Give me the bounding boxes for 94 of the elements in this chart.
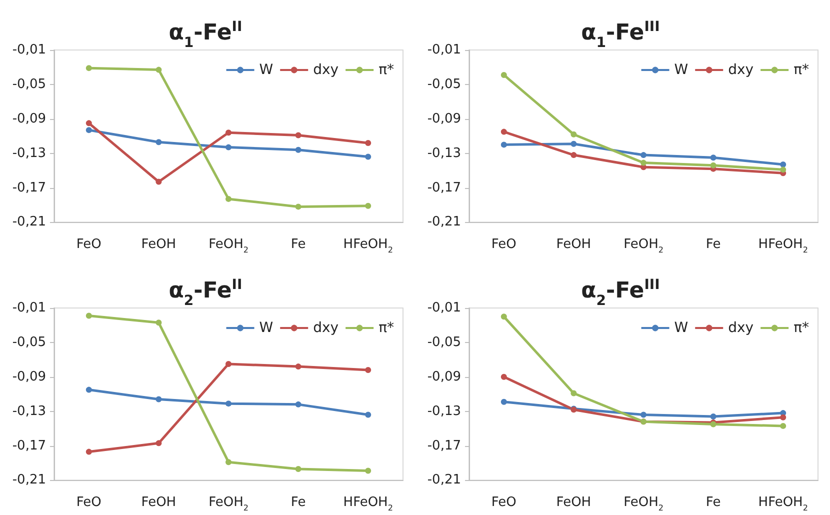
- legend-label: W: [674, 62, 688, 78]
- legend-label: dxy: [728, 62, 754, 78]
- y-tick-label: -0,17: [12, 438, 46, 453]
- point: [295, 146, 302, 153]
- y-tick-label: -0,21: [427, 472, 461, 488]
- point: [365, 140, 372, 146]
- x-tick-label: Fe: [290, 494, 306, 510]
- legend-label: π*: [794, 62, 810, 78]
- y-tick-label: -0,01: [12, 42, 46, 58]
- point: [86, 65, 92, 72]
- legend-label: W: [259, 62, 274, 78]
- point: [780, 162, 786, 168]
- point: [156, 66, 162, 73]
- legend-label: π*: [378, 320, 394, 336]
- point: [365, 202, 372, 209]
- y-tick-label: -0,05: [427, 76, 461, 92]
- y-tick-label: -0,13: [427, 403, 461, 418]
- legend-label: π*: [378, 62, 394, 78]
- legend-label: W: [259, 320, 274, 336]
- point: [710, 154, 716, 161]
- point: [640, 152, 646, 158]
- x-tick-label: FeO: [491, 494, 516, 510]
- y-tick-label: -0,13: [12, 146, 46, 161]
- y-tick-label: -0,17: [12, 180, 46, 196]
- y-tick-label: -0,05: [12, 334, 46, 350]
- y-tick-label: -0,09: [427, 368, 461, 384]
- point: [365, 411, 372, 418]
- point: [570, 390, 577, 396]
- x-tick-label: FeOH: [141, 494, 176, 510]
- point: [295, 400, 302, 407]
- point: [710, 162, 716, 168]
- y-tick-label: -0,01: [12, 300, 46, 315]
- y-tick-label: -0,17: [427, 438, 461, 453]
- point: [295, 204, 302, 210]
- point: [226, 130, 232, 136]
- x-tick-label: FeO: [491, 237, 516, 252]
- point: [226, 400, 232, 406]
- y-tick-label: -0,01: [427, 300, 461, 315]
- y-tick-label: -0,21: [12, 472, 46, 488]
- legend-label: dxy: [313, 62, 339, 78]
- point: [500, 128, 507, 135]
- point: [156, 178, 162, 185]
- legend-label: dxy: [313, 320, 339, 336]
- y-tick-label: -0,09: [12, 111, 46, 126]
- y-tick-label: -0,01: [427, 42, 461, 58]
- x-tick-label: FeOH: [556, 494, 592, 510]
- y-tick-label: -0,09: [12, 368, 46, 384]
- point: [86, 127, 92, 134]
- point: [295, 466, 302, 472]
- legend-label: dxy: [728, 320, 754, 336]
- point: [226, 458, 232, 465]
- x-tick-label: Fe: [290, 237, 306, 252]
- legend-label: π*: [794, 320, 810, 336]
- point: [226, 144, 232, 150]
- y-tick-label: -0,21: [427, 214, 461, 230]
- point: [365, 154, 372, 160]
- point: [570, 131, 577, 138]
- x-tick-label: FeOH: [141, 237, 176, 252]
- point: [156, 139, 162, 146]
- legend-label: W: [674, 320, 688, 336]
- point: [640, 411, 646, 418]
- y-tick-label: -0,13: [12, 403, 46, 418]
- point: [500, 313, 507, 320]
- point: [640, 160, 646, 166]
- x-tick-label: Fe: [706, 494, 721, 510]
- point: [780, 166, 786, 173]
- y-tick-label: -0,13: [427, 146, 461, 161]
- point: [500, 142, 507, 148]
- x-tick-label: Fe: [706, 237, 721, 252]
- point: [156, 396, 162, 402]
- x-tick-label: FeO: [76, 494, 102, 510]
- point: [295, 363, 302, 370]
- x-tick-label: FeOH: [556, 237, 592, 252]
- x-tick-label: FeO: [76, 237, 102, 252]
- point: [500, 373, 507, 380]
- y-tick-label: -0,05: [12, 76, 46, 92]
- y-tick-label: -0,09: [427, 111, 461, 126]
- point: [226, 196, 232, 202]
- point: [86, 120, 92, 126]
- point: [365, 467, 372, 474]
- point: [156, 319, 162, 326]
- point: [500, 72, 507, 78]
- y-tick-label: -0,05: [427, 334, 461, 350]
- point: [780, 414, 786, 420]
- point: [295, 132, 302, 138]
- y-tick-label: -0,21: [12, 214, 46, 230]
- point: [500, 398, 507, 404]
- point: [86, 312, 92, 318]
- point: [570, 140, 577, 147]
- y-tick-label: -0,17: [427, 180, 461, 196]
- point: [156, 440, 162, 446]
- point: [86, 448, 92, 454]
- point: [570, 152, 577, 158]
- point: [86, 386, 92, 392]
